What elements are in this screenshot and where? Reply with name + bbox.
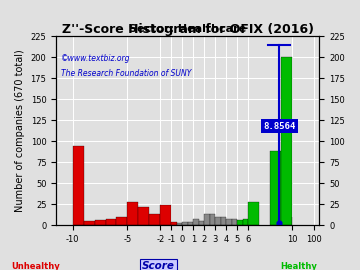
Bar (193, 219, 199, 225)
Bar (210, 214, 215, 225)
Text: ©www.textbiz.org: ©www.textbiz.org (62, 54, 131, 63)
Bar (231, 219, 237, 225)
Bar (73, 146, 84, 225)
Bar (243, 219, 248, 225)
Bar (127, 202, 138, 225)
Bar (270, 151, 281, 225)
Bar (248, 202, 259, 225)
Bar (281, 57, 292, 225)
Bar (221, 217, 226, 225)
Bar (204, 214, 210, 225)
Title: Z''-Score Histogram for OFIX (2016): Z''-Score Histogram for OFIX (2016) (62, 23, 314, 36)
Bar (95, 220, 105, 225)
Y-axis label: Number of companies (670 total): Number of companies (670 total) (15, 49, 25, 212)
Bar (105, 219, 117, 225)
Bar (138, 207, 149, 225)
Bar (215, 217, 221, 225)
Text: Score: Score (142, 261, 175, 270)
Bar (171, 222, 177, 225)
Text: Healthy: Healthy (280, 262, 317, 270)
Bar (182, 222, 188, 225)
Bar (199, 221, 204, 225)
Text: The Research Foundation of SUNY: The Research Foundation of SUNY (62, 69, 192, 78)
Bar (160, 205, 171, 225)
Bar (226, 219, 231, 225)
Bar (84, 221, 95, 225)
Bar (237, 220, 243, 225)
Bar (188, 222, 193, 225)
Text: Unhealthy: Unhealthy (12, 262, 60, 270)
Text: Sector: Healthcare: Sector: Healthcare (129, 24, 246, 34)
Bar (117, 217, 127, 225)
Bar (149, 214, 160, 225)
Bar (177, 223, 182, 225)
Text: 8.8564: 8.8564 (263, 122, 296, 131)
